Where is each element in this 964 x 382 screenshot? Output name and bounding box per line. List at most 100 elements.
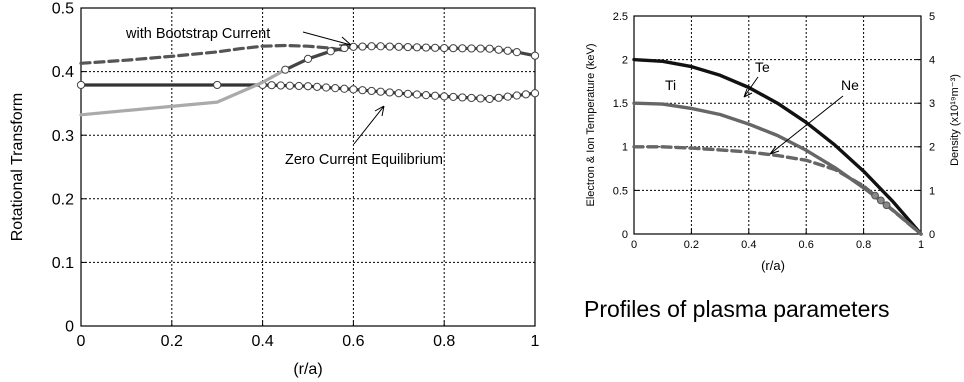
series-marker-3	[467, 44, 476, 53]
x-tick-label: 0.8	[856, 239, 871, 251]
ne-marker	[871, 191, 879, 200]
series-marker-3	[303, 54, 313, 63]
ne-marker	[876, 196, 885, 205]
series-marker-1	[449, 92, 458, 102]
series-marker-1	[458, 93, 467, 102]
x-axis-label: (r/a)	[761, 258, 785, 273]
label-te: Te	[755, 59, 770, 75]
series-marker-1	[331, 84, 340, 93]
series-marker-1	[303, 82, 313, 91]
series-marker-3	[485, 44, 494, 53]
series-marker-3	[494, 45, 503, 54]
x-tick-label: 1	[531, 333, 540, 350]
series-marker-1	[294, 81, 304, 91]
annotation-zero-current-arrow	[353, 105, 385, 145]
series-marker-1	[213, 80, 222, 90]
y-tick-label: 0.3	[52, 128, 74, 145]
x-tick-label: 0.2	[684, 239, 699, 251]
series-layer	[76, 42, 540, 117]
series-marker-3	[403, 42, 412, 52]
series-marker-1	[530, 89, 540, 98]
x-tick-label: 0.8	[433, 333, 455, 350]
plot-frame	[633, 15, 922, 235]
series-marker-1	[431, 91, 440, 100]
series-marker-1	[358, 86, 367, 95]
annotation-bootstrap: with Bootstrap Current	[125, 26, 270, 42]
rotational-transform-chart: 0 0.2 0.4 0.6 0.8 1 0 0.1 0.2 0.3 0.4 0.5 (r/a) Rot…	[9, 1, 540, 378]
series-line-0	[632, 57, 923, 236]
series-marker-3	[326, 47, 335, 56]
series-marker-1	[467, 93, 476, 103]
label-te-arrow	[743, 76, 759, 98]
y-tick-label: 0	[622, 229, 628, 241]
y-axis-label-right: Density (x10¹⁹m⁻³)	[949, 74, 961, 166]
y-tick-label: 0.4	[52, 64, 74, 81]
series-marker-3	[281, 65, 290, 74]
series-line-1	[632, 101, 923, 236]
series-marker-3	[449, 44, 458, 53]
series-marker-3	[376, 42, 385, 51]
series-marker-3	[530, 51, 540, 60]
series-marker-1	[367, 86, 376, 96]
y2-tick-label: 0	[929, 229, 935, 241]
series-marker-1	[412, 90, 422, 99]
series-marker-1	[421, 91, 431, 100]
y-tick-label: 1	[622, 142, 628, 154]
series-marker-1	[521, 90, 531, 99]
y2-tick-label: 3	[929, 98, 935, 110]
y-tick-label: 2	[622, 54, 628, 66]
series-marker-1	[376, 87, 385, 96]
plot-frame	[80, 7, 536, 327]
series-marker-1	[349, 85, 358, 94]
x-tick-label: 0.6	[342, 333, 364, 350]
series-marker-1	[503, 92, 512, 101]
grid	[81, 8, 535, 326]
y-tick-label: 2.5	[613, 11, 628, 23]
y2-tick-label: 4	[929, 54, 935, 66]
series-marker-1	[322, 83, 331, 92]
series-marker-1	[312, 82, 322, 91]
series-marker-3	[394, 42, 403, 51]
series-marker-1	[440, 92, 449, 101]
y-tick-label: 0.1	[52, 255, 74, 272]
series-marker-1	[485, 94, 494, 104]
y-tick-label: 0.5	[613, 185, 628, 197]
series-marker-3	[440, 43, 449, 53]
series-marker-1	[512, 91, 521, 100]
ne-marker	[882, 201, 891, 210]
y-axis-label-left: Electron & Ion Temperature (keV)	[585, 43, 597, 206]
annotation-zero-current: Zero Current Equilibrium	[285, 152, 443, 168]
y2-tick-label: 2	[929, 142, 935, 154]
x-tick-label: 0	[77, 333, 86, 350]
series-marker-3	[421, 43, 431, 52]
y-tick-label: 0.2	[52, 191, 74, 208]
x-axis-label: (r/a)	[293, 361, 322, 378]
label-ne: Ne	[841, 77, 859, 93]
y-tick-label: 0	[65, 319, 74, 336]
series-marker-3	[458, 44, 467, 53]
x-tick-label: 0.2	[161, 333, 183, 350]
y2-tick-label: 5	[929, 11, 935, 23]
y-axis-label: Rotational Transform	[9, 93, 26, 242]
axis-ticks: 0 0.2 0.4 0.6 0.8 1 0 0.1 0.2 0.3 0.4 0.5	[52, 1, 540, 350]
series-marker-1	[385, 88, 394, 97]
series-layer	[632, 57, 923, 236]
series-marker-1	[76, 80, 86, 90]
series-line-2	[632, 145, 923, 236]
series-marker-1	[394, 89, 403, 98]
series-marker-3	[349, 42, 358, 51]
series-marker-3	[385, 42, 394, 51]
series-marker-1	[494, 93, 503, 102]
x-tick-label: 0.4	[741, 239, 756, 251]
x-tick-label: 0.6	[799, 239, 814, 251]
annotation-bootstrap-arrow	[302, 31, 352, 46]
series-marker-3	[476, 44, 485, 53]
series-line-0	[79, 43, 346, 65]
x-tick-label: 1	[918, 239, 924, 251]
series-marker-1	[267, 81, 276, 90]
series-marker-1	[340, 84, 349, 93]
series-marker-3	[503, 46, 512, 55]
